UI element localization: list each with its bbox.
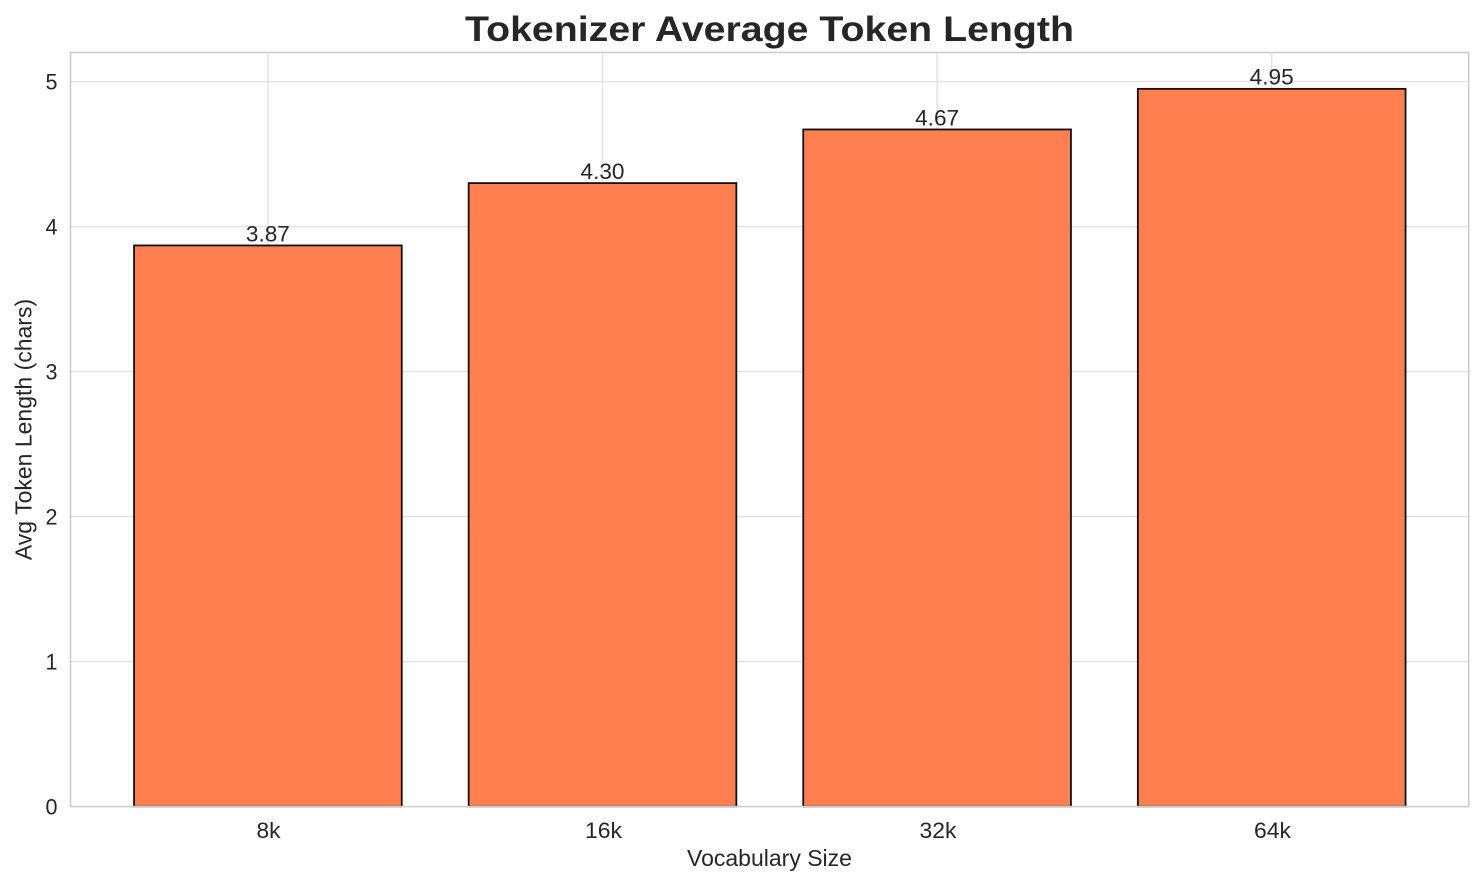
svg-text:8k: 8k — [257, 818, 282, 843]
svg-text:16k: 16k — [585, 818, 623, 843]
svg-text:4.95: 4.95 — [1250, 65, 1294, 90]
svg-text:Avg Token Length (chars): Avg Token Length (chars) — [11, 299, 37, 560]
svg-text:Tokenizer Average Token Length: Tokenizer Average Token Length — [465, 10, 1074, 49]
svg-text:Vocabulary Size: Vocabulary Size — [687, 845, 852, 871]
svg-text:3.87: 3.87 — [246, 221, 290, 246]
svg-text:3: 3 — [46, 360, 58, 385]
svg-text:1: 1 — [46, 650, 58, 675]
svg-text:4: 4 — [46, 215, 58, 240]
svg-text:64k: 64k — [1254, 818, 1292, 843]
svg-text:4.30: 4.30 — [581, 159, 625, 184]
svg-text:0: 0 — [46, 795, 58, 820]
svg-text:4.67: 4.67 — [915, 105, 959, 130]
svg-text:5: 5 — [46, 70, 58, 95]
svg-text:2: 2 — [46, 505, 58, 530]
svg-text:32k: 32k — [920, 818, 958, 843]
